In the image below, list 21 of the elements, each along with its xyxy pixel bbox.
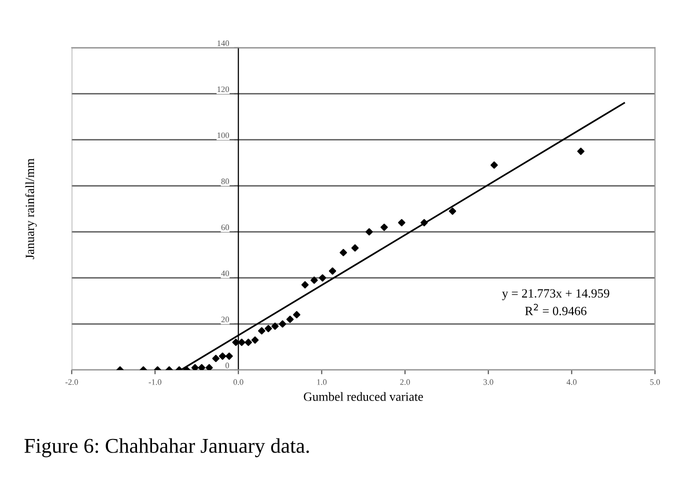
x-tick-label: 2.0 xyxy=(400,379,410,385)
caption: Figure 6: Chahbahar January data. xyxy=(24,438,309,458)
x-tick-label: 4.0 xyxy=(566,379,577,385)
y-tick-label: 140 xyxy=(218,40,230,46)
y-tick-label: 60 xyxy=(221,224,230,230)
y-tick-label: 80 xyxy=(221,178,230,184)
annotation: R$^{2}$ = 0.9466 xyxy=(525,304,586,316)
x-tick-label: -2.0 xyxy=(65,379,78,385)
y-tick-label: 100 xyxy=(218,132,230,138)
x-tick-label: -1.0 xyxy=(148,379,162,385)
y-tick-label: 40 xyxy=(221,270,230,276)
annotation: y = 21.773x + 14.959 xyxy=(502,289,610,300)
y-axis-title: January rainfall/mm xyxy=(25,158,37,260)
y-tick-label: 0 xyxy=(225,362,230,368)
y-tick-label: 20 xyxy=(221,316,230,322)
x-tick-label: 1.0 xyxy=(317,379,327,385)
x-tick-label: 3.0 xyxy=(484,379,494,385)
x-tick-label: 5.0 xyxy=(650,379,660,385)
y-tick-label: 120 xyxy=(218,86,230,92)
x-axis-title: Gumbel reduced variate xyxy=(304,392,423,401)
x-tick-label: 0.0 xyxy=(233,379,244,385)
